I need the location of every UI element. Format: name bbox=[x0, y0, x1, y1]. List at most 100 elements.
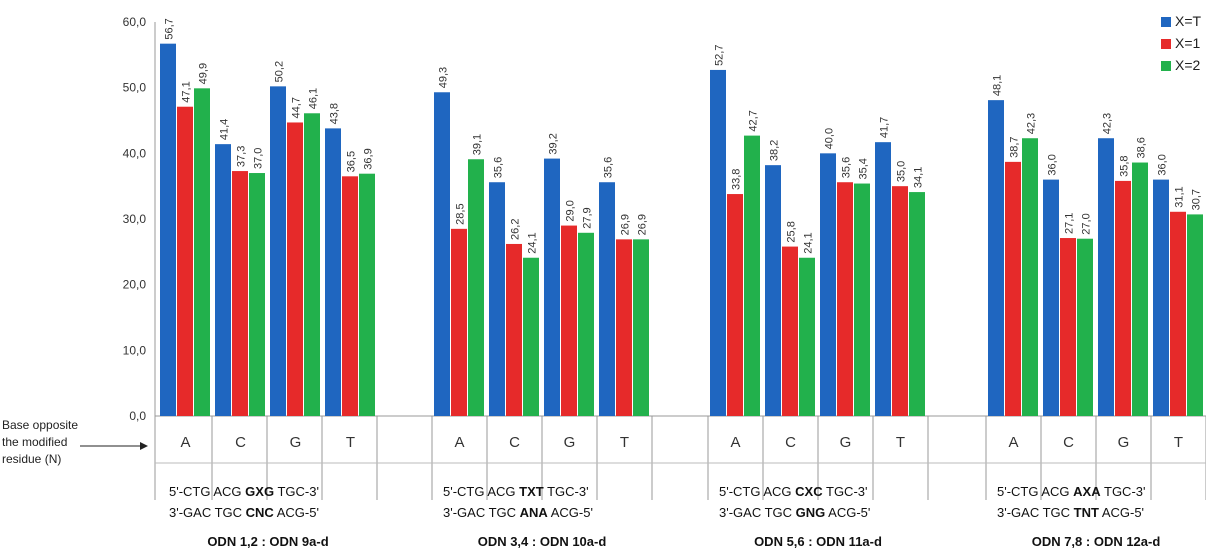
data-label: 39,2 bbox=[548, 133, 560, 154]
bar-a-series-1 bbox=[1005, 161, 1021, 416]
bar-t-series-0 bbox=[325, 128, 341, 416]
y-tick-label: 40,0 bbox=[123, 146, 147, 160]
bar-t-series-1 bbox=[616, 239, 632, 416]
category-label: A bbox=[1008, 434, 1018, 451]
bar-g-series-2 bbox=[304, 113, 320, 416]
bar-c-series-1 bbox=[506, 243, 522, 416]
y-tick-label: 50,0 bbox=[123, 81, 147, 95]
sequence-part: ACG-5' bbox=[274, 505, 319, 520]
sequence-label: 5'-CTG ACG GXG TGC-3' bbox=[169, 484, 319, 499]
bar-t-series-1 bbox=[892, 186, 908, 416]
sequence-part: 3'-GAC TGC bbox=[443, 505, 520, 520]
category-label: T bbox=[1174, 434, 1183, 451]
data-label: 35,6 bbox=[493, 157, 505, 178]
bar-c-series-2 bbox=[249, 173, 265, 416]
category-label: A bbox=[454, 434, 464, 451]
bar-c-series-2 bbox=[523, 257, 539, 416]
bar-a-series-0 bbox=[434, 92, 450, 416]
data-label: 24,1 bbox=[527, 232, 539, 253]
bar-c-series-1 bbox=[1060, 238, 1076, 416]
data-label: 35,6 bbox=[841, 157, 853, 178]
arrow-head bbox=[140, 442, 148, 450]
data-label: 38,7 bbox=[1009, 136, 1021, 157]
bar-c-series-2 bbox=[799, 257, 815, 416]
sequence-part: GNG bbox=[796, 505, 826, 520]
odn-label: ODN 5,6 : ODN 11a-d bbox=[754, 534, 882, 549]
sequence-part: 5'-CTG ACG bbox=[443, 484, 519, 499]
data-label: 41,4 bbox=[219, 119, 231, 140]
sequence-part: ACG-5' bbox=[548, 505, 593, 520]
bar-g-series-1 bbox=[837, 182, 853, 416]
category-label: C bbox=[785, 434, 796, 451]
bar-a-series-0 bbox=[710, 69, 726, 416]
bar-g-series-0 bbox=[544, 158, 560, 416]
bar-c-series-0 bbox=[215, 144, 231, 416]
sequence-part: TGC-3' bbox=[1101, 484, 1146, 499]
data-label: 37,3 bbox=[236, 146, 248, 167]
bar-g-series-0 bbox=[270, 86, 286, 416]
data-label: 46,1 bbox=[308, 88, 320, 109]
sequence-label: 3'-GAC TGC TNT ACG-5' bbox=[997, 505, 1144, 520]
sequence-part: ACG-5' bbox=[825, 505, 870, 520]
bar-g-series-1 bbox=[1115, 180, 1131, 416]
y-tick-label: 30,0 bbox=[123, 212, 147, 226]
x-axis-note: the modified bbox=[2, 435, 67, 449]
data-label: 29,0 bbox=[565, 200, 577, 221]
sequence-part: CNC bbox=[246, 505, 275, 520]
bar-c-series-1 bbox=[782, 246, 798, 416]
bar-a-series-2 bbox=[194, 88, 210, 416]
data-label: 39,1 bbox=[472, 134, 484, 155]
bar-a-series-1 bbox=[451, 228, 467, 416]
data-label: 35,6 bbox=[603, 157, 615, 178]
bar-t-series-2 bbox=[1187, 214, 1203, 416]
data-label: 38,6 bbox=[1136, 137, 1148, 158]
bar-g-series-1 bbox=[287, 122, 303, 416]
category-label: C bbox=[235, 434, 246, 451]
data-label: 28,5 bbox=[455, 203, 467, 224]
data-label: 40,0 bbox=[824, 128, 836, 149]
bar-t-series-1 bbox=[1170, 211, 1186, 416]
sequence-part: TGC-3' bbox=[274, 484, 319, 499]
bar-g-series-1 bbox=[561, 225, 577, 416]
y-tick-label: 20,0 bbox=[123, 278, 147, 292]
bar-g-series-2 bbox=[1132, 162, 1148, 416]
data-label: 35,8 bbox=[1119, 155, 1131, 176]
bar-g-series-2 bbox=[578, 232, 594, 416]
sequence-part: TGC-3' bbox=[823, 484, 868, 499]
bar-a-series-2 bbox=[468, 159, 484, 416]
bar-c-series-0 bbox=[489, 182, 505, 416]
data-label: 48,1 bbox=[992, 75, 1004, 96]
data-label: 26,9 bbox=[637, 214, 649, 235]
sequence-label: 5'-CTG ACG TXT TGC-3' bbox=[443, 484, 589, 499]
sequence-part: TNT bbox=[1074, 505, 1099, 520]
legend-swatch bbox=[1161, 61, 1171, 71]
legend-swatch bbox=[1161, 17, 1171, 27]
data-label: 26,2 bbox=[510, 219, 522, 240]
bar-g-series-2 bbox=[854, 183, 870, 416]
odn-label: ODN 1,2 : ODN 9a-d bbox=[207, 534, 328, 549]
data-label: 25,8 bbox=[786, 221, 798, 242]
sequence-part: 5'-CTG ACG bbox=[997, 484, 1073, 499]
bar-t-series-0 bbox=[599, 182, 615, 416]
data-label: 42,3 bbox=[1026, 113, 1038, 134]
sequence-part: TGC-3' bbox=[544, 484, 589, 499]
sequence-part: GXG bbox=[245, 484, 274, 499]
category-label: G bbox=[1118, 434, 1130, 451]
legend-label: X=1 bbox=[1175, 35, 1201, 51]
odn-label: ODN 3,4 : ODN 10a-d bbox=[478, 534, 607, 549]
data-label: 27,9 bbox=[582, 207, 594, 228]
bar-c-series-2 bbox=[1077, 238, 1093, 416]
category-label: G bbox=[564, 434, 576, 451]
category-label: A bbox=[180, 434, 190, 451]
data-label: 34,1 bbox=[913, 167, 925, 188]
x-axis-note: residue (N) bbox=[2, 452, 61, 466]
sequence-part: CXC bbox=[795, 484, 823, 499]
data-label: 36,0 bbox=[1157, 154, 1169, 175]
sequence-part: AXA bbox=[1073, 484, 1101, 499]
category-label: A bbox=[730, 434, 740, 451]
data-label: 49,9 bbox=[198, 63, 210, 84]
sequence-label: 5'-CTG ACG CXC TGC-3' bbox=[719, 484, 867, 499]
bar-c-series-0 bbox=[765, 165, 781, 416]
